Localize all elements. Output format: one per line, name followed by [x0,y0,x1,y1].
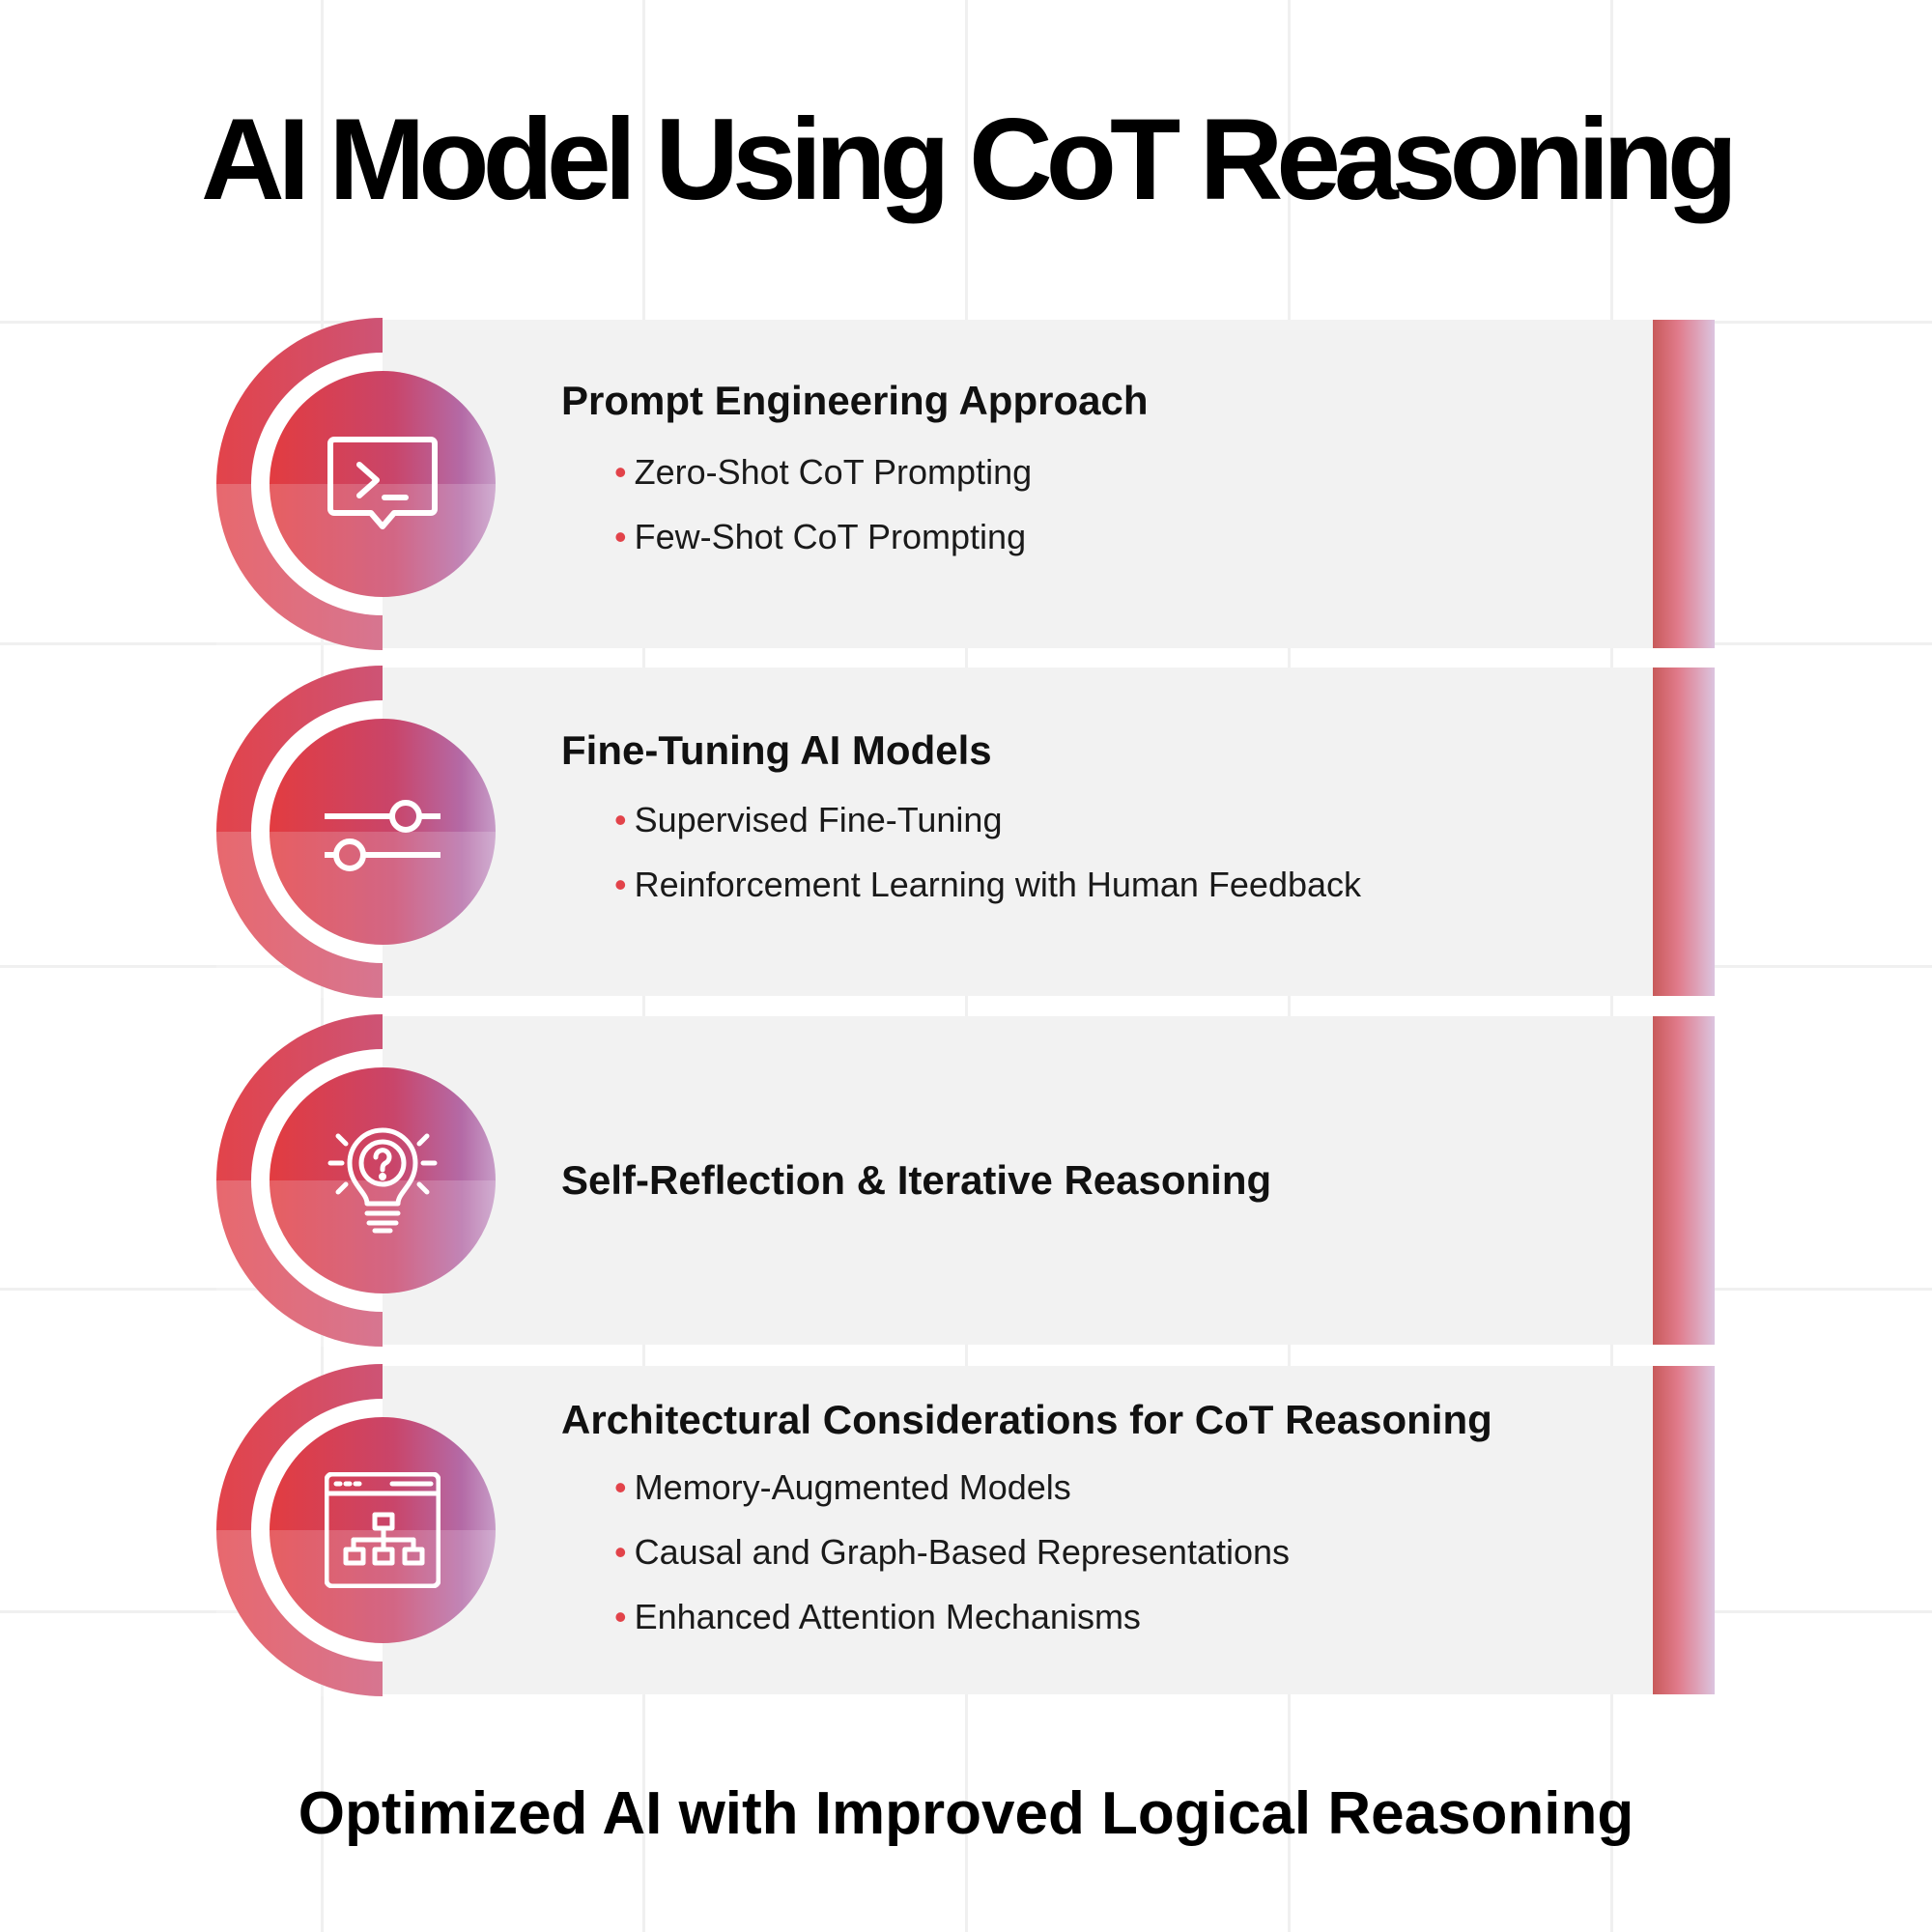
step-card [383,1366,1653,1694]
accent-bar [1653,320,1715,648]
step-card [383,1016,1653,1345]
step-heading: Fine-Tuning AI Models [561,727,992,773]
bullet-item: • Zero-Shot CoT Prompting [614,452,1033,492]
bullet-list: • Supervised Fine-Tuning • Reinforcement L… [614,801,1361,930]
step-fine-tuning: Fine-Tuning AI Models • Supervised Fine-T… [0,666,1932,998]
terminal-chat-icon [327,437,438,529]
sitemap-window-icon [325,1472,440,1588]
bullet-item: • Few-Shot CoT Prompting [614,517,1027,556]
lightbulb-question-icon [327,1127,438,1234]
bullet-list: • Memory-Augmented Models • Causal and Gra… [614,1468,1290,1662]
step-card [383,668,1653,996]
page-title: AI Model Using CoT Reasoning [200,95,1738,224]
step-architecture: Architectural Considerations for CoT Rea… [0,1364,1932,1696]
icon-circle [270,1067,496,1293]
step-heading: Self-Reflection & Iterative Reasoning [561,1157,1272,1203]
icon-circle [270,719,496,945]
bullet-item: • Reinforcement Learning with Human Feedb… [614,865,1362,904]
step-heading: Architectural Considerations for CoT Rea… [561,1397,1492,1442]
bullet-item: • Causal and Graph-Based Representations [614,1532,1291,1572]
step-prompt-engineering: Prompt Engineering Approach • Zero-Shot C… [0,318,1932,650]
bullet-list: • Zero-Shot CoT Prompting • Few-Shot CoT P… [614,453,1032,582]
step-self-reflection: Self-Reflection & Iterative Reasoning [0,1014,1932,1347]
bullet-item: • Memory-Augmented Models [614,1467,1071,1507]
accent-bar [1653,1366,1715,1694]
accent-bar [1653,668,1715,996]
bullet-item: • Supervised Fine-Tuning [614,800,1003,839]
sliders-icon [325,800,440,871]
step-card [383,320,1653,648]
bullet-item: • Enhanced Attention Mechanisms [614,1597,1141,1636]
accent-bar [1653,1016,1715,1345]
icon-circle [270,1417,496,1643]
icon-circle [270,371,496,597]
footer-caption: Optimized AI with Improved Logical Reaso… [298,1780,1634,1847]
step-heading: Prompt Engineering Approach [561,378,1149,423]
